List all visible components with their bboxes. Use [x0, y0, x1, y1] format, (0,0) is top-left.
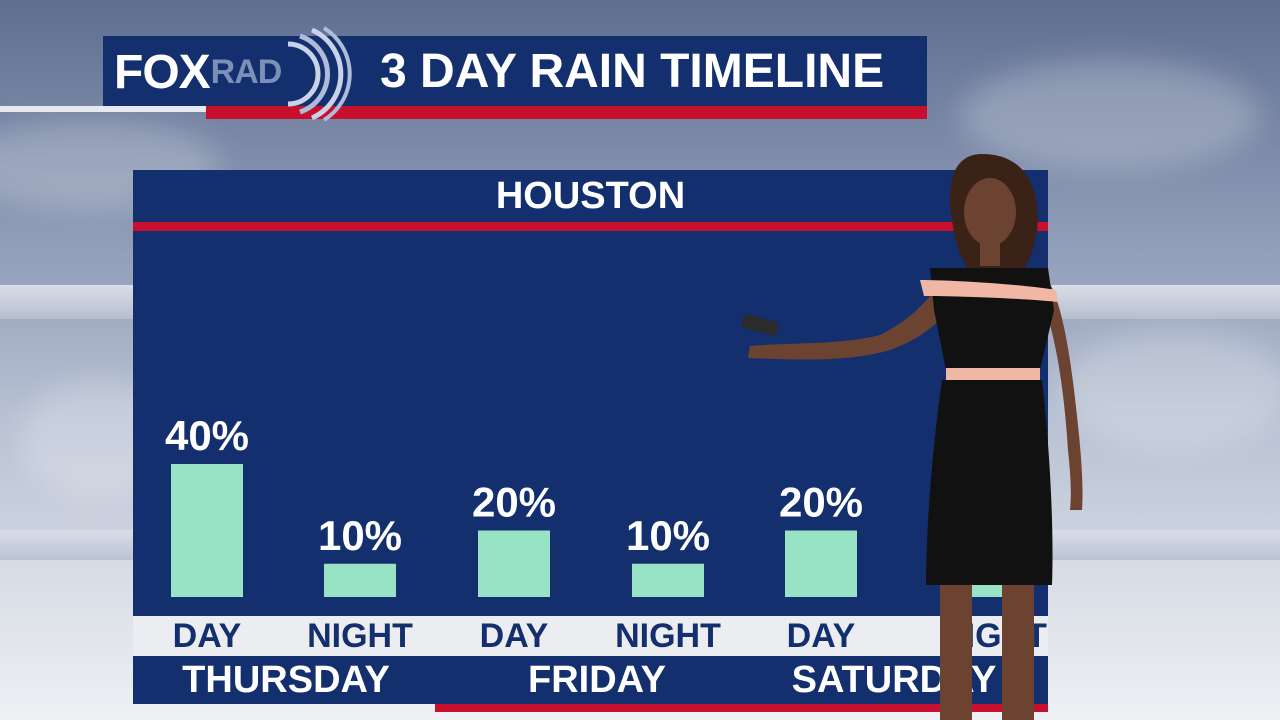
- header-red-stripe: [133, 222, 1048, 231]
- period-label-3: DAY: [479, 617, 549, 655]
- logo-fox-text: FOX: [114, 45, 211, 99]
- period-label-strip: [133, 616, 1048, 656]
- title-red-stripe: [206, 106, 927, 119]
- location-header: HOUSTON: [495, 174, 686, 217]
- foxrad-logo: FOX RAD: [114, 44, 283, 100]
- rain-bar-5: [785, 530, 857, 597]
- page-title: 3 DAY RAIN TIMELINE: [380, 45, 885, 98]
- rain-value-label-4: 10%: [626, 512, 710, 559]
- period-label-4: NIGHT: [615, 617, 721, 655]
- logo-rad-text: RAD: [210, 52, 283, 91]
- rain-value-label-5: 20%: [779, 479, 863, 526]
- period-label-2: NIGHT: [307, 617, 413, 655]
- bottom-red-stripe: [435, 704, 1048, 712]
- rain-bar-2: [324, 563, 396, 597]
- rain-bar-3: [478, 530, 550, 597]
- period-label-5: DAY: [786, 617, 856, 655]
- presenter-figure: [741, 154, 1083, 720]
- rain-bar-1: [171, 464, 243, 597]
- title-bar: [103, 36, 927, 106]
- rain-bar-4: [632, 563, 704, 597]
- day-label-thursday: THURSDAY: [182, 659, 390, 701]
- rain-value-label-1: 40%: [165, 412, 249, 459]
- day-label-friday: FRIDAY: [528, 659, 666, 701]
- rain-value-label-3: 20%: [472, 479, 556, 526]
- rain-value-label-2: 10%: [318, 512, 402, 559]
- cloud: [960, 60, 1260, 170]
- radar-arcs-icon: [287, 26, 352, 122]
- rain-chance-bar-chart: 40% 10% 20% 10% 20%: [165, 412, 1030, 597]
- chart-panel: [133, 170, 1048, 704]
- period-label-1: DAY: [172, 617, 242, 655]
- title-white-accent: [0, 106, 206, 112]
- cloud: [1060, 330, 1280, 450]
